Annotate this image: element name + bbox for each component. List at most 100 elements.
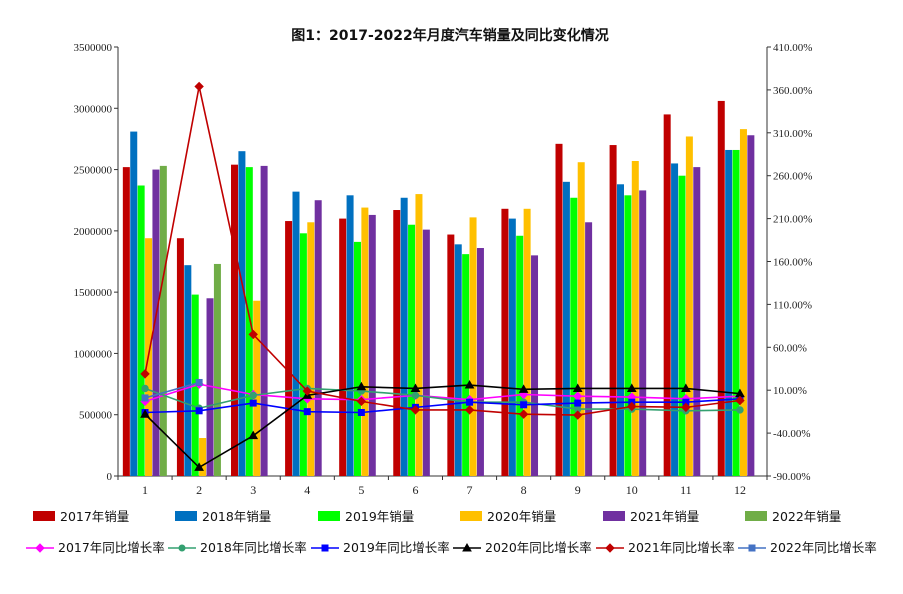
point-2019年同比增长率 — [466, 398, 474, 406]
point-2021年同比增长率 — [356, 396, 367, 407]
bars-group — [122, 100, 755, 477]
line-2017年同比增长率 — [144, 383, 740, 403]
x-tick-label: 5 — [358, 483, 364, 497]
bar-2020年销量 — [307, 222, 315, 476]
point-2021年同比增长率 — [140, 369, 150, 379]
bar-2020年销量 — [253, 300, 261, 476]
bar-2018年销量 — [616, 184, 624, 476]
point-2020年同比增长率 — [626, 383, 637, 392]
point-2018年同比增长率 — [736, 406, 744, 414]
y-right-tick-label: 410.00% — [773, 42, 812, 54]
point-2019年同比增长率 — [520, 401, 528, 409]
legend-label: 2021年同比增长率 — [628, 540, 735, 555]
y-right-tick-label: 260.00% — [773, 171, 812, 183]
point-2021年同比增长率 — [302, 386, 312, 396]
point-2021年同比增长率 — [518, 409, 529, 419]
bar-2017年销量 — [122, 167, 130, 476]
bar-2020年销量 — [415, 194, 423, 477]
bar-2020年销量 — [739, 129, 747, 476]
bar-2021年销量 — [422, 229, 430, 476]
x-tick-label: 2 — [196, 483, 202, 497]
bar-2018年销量 — [454, 244, 462, 476]
point-2021年同比增长率 — [194, 81, 204, 92]
x-tick-label: 9 — [575, 483, 581, 497]
y-left-tick-label: 1000000 — [74, 348, 113, 360]
bar-2019年销量 — [462, 254, 470, 476]
point-2020年同比增长率 — [518, 384, 529, 393]
point-2020年同比增长率 — [681, 383, 691, 392]
y-right-tick-label: 310.00% — [773, 128, 812, 140]
bar-2017年销量 — [231, 164, 239, 476]
line-2020年同比增长率 — [144, 384, 741, 469]
bar-2021年销量 — [206, 298, 214, 476]
legend-swatch — [603, 511, 625, 521]
bar-2019年销量 — [732, 149, 740, 476]
bar-2017年销量 — [176, 238, 184, 476]
bar-2020年销量 — [361, 207, 369, 476]
point-2020年同比增长率 — [464, 380, 475, 389]
bar-2019年销量 — [245, 167, 253, 476]
x-tick-label: 4 — [304, 483, 310, 497]
point-2022年同比增长率 — [195, 378, 203, 386]
bar-2017年销量 — [555, 143, 563, 476]
point-2021年同比增长率 — [627, 401, 637, 412]
legend-swatch — [175, 511, 197, 521]
bar-2021年销量 — [747, 135, 755, 476]
point-2020年同比增长率 — [410, 383, 421, 392]
line-2019年同比增长率 — [145, 397, 741, 414]
point-2020年同比增长率 — [194, 462, 204, 471]
bar-2021年销量 — [476, 248, 484, 476]
x-tick-label: 1 — [142, 483, 148, 497]
bar-2019年销量 — [624, 195, 632, 476]
bar-2018年销量 — [292, 191, 300, 477]
legend-label: 2017年同比增长率 — [58, 540, 165, 555]
bar-2022年销量 — [213, 263, 221, 476]
legend: 2017年销量 2018年销量 2019年销量 2020年销量 2021年销量 2022年… — [26, 509, 877, 555]
line-2021年同比增长率 — [144, 86, 741, 416]
legend-marker — [748, 544, 756, 552]
bar-2019年销量 — [137, 185, 145, 476]
bar-2019年销量 — [353, 241, 361, 476]
bar-2021年销量 — [152, 169, 160, 477]
bar-2018年销量 — [400, 197, 408, 476]
point-2021年同比增长率 — [573, 410, 583, 420]
bar-2020年销量 — [685, 136, 693, 476]
bar-2017年销量 — [285, 221, 293, 476]
legend-label: 2017年销量 — [60, 509, 129, 524]
bar-2018年销量 — [346, 195, 354, 476]
point-2019年同比增长率 — [195, 407, 203, 415]
x-tick-label: 6 — [412, 483, 418, 497]
legend-label: 2019年销量 — [345, 509, 414, 524]
line-2018年同比增长率 — [144, 387, 740, 412]
bar-2017年销量 — [717, 100, 725, 476]
point-2020年同比增长率 — [356, 381, 367, 391]
point-2019年同比增长率 — [574, 399, 582, 407]
bar-2019年销量 — [570, 197, 578, 476]
point-2021年同比增长率 — [464, 405, 475, 415]
bar-2018年销量 — [671, 163, 679, 476]
bar-2018年销量 — [562, 181, 570, 477]
y-left-tick-label: 500000 — [79, 410, 113, 422]
y-right-tick-label: 60.00% — [773, 342, 807, 354]
point-2021年同比增长率 — [735, 395, 745, 406]
legend-label: 2021年销量 — [630, 509, 699, 524]
x-tick-label: 3 — [250, 483, 256, 497]
legend-marker — [605, 543, 615, 553]
bar-2017年销量 — [393, 210, 401, 476]
point-2020年同比增长率 — [248, 430, 259, 440]
bar-2020年销量 — [631, 160, 639, 476]
bar-2019年销量 — [516, 235, 524, 476]
point-2018年同比增长率 — [141, 384, 149, 393]
y-right-tick-label: 10.00% — [773, 385, 807, 397]
point-2022年同比增长率 — [141, 394, 149, 402]
bar-2017年销量 — [609, 145, 617, 477]
y-right-tick-label: 360.00% — [773, 85, 812, 97]
point-2021年同比增长率 — [410, 405, 421, 415]
bar-2017年销量 — [339, 218, 347, 476]
bar-2018年销量 — [725, 149, 733, 476]
y-right-tick-label: -40.00% — [773, 428, 811, 440]
bar-2019年销量 — [408, 224, 416, 476]
bar-2021年销量 — [693, 167, 701, 476]
bar-2020年销量 — [577, 162, 585, 476]
